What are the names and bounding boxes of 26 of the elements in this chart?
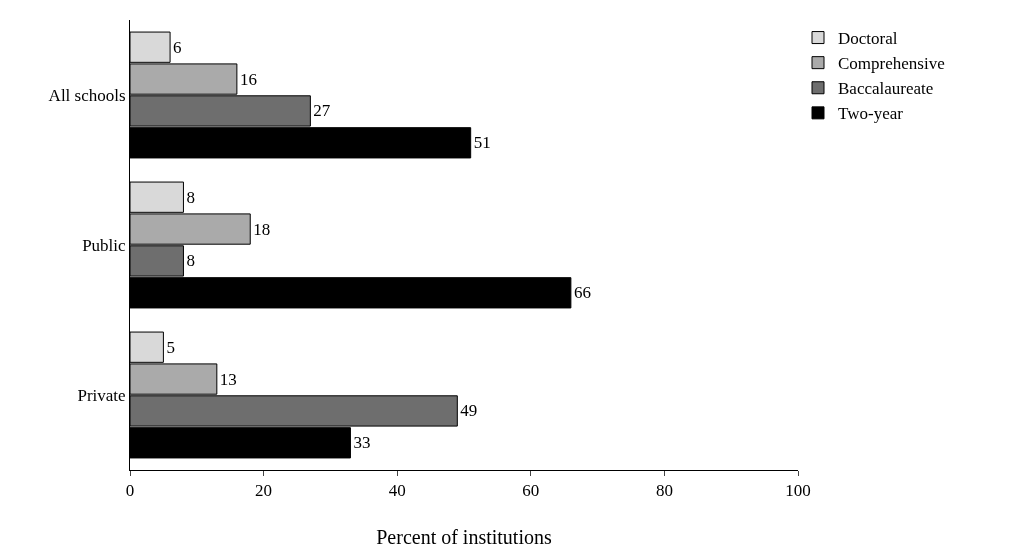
x-tick-label: 0 <box>125 481 135 501</box>
x-axis-title: Percent of institutions <box>376 525 552 548</box>
legend-label: Baccalaureate <box>838 79 934 99</box>
x-tick-label: 80 <box>655 481 673 501</box>
data-label: 8 <box>186 187 195 207</box>
data-label: 8 <box>186 251 195 271</box>
data-label: 51 <box>473 133 491 153</box>
x-tick-label: 100 <box>785 481 811 501</box>
x-tick-label: 60 <box>522 481 540 501</box>
legend-label: Comprehensive <box>838 54 945 74</box>
legend-label: Two-year <box>838 104 904 124</box>
data-label: 6 <box>173 37 182 57</box>
data-label: 18 <box>253 219 271 239</box>
x-tick-label: 20 <box>255 481 273 501</box>
data-label: 13 <box>219 369 237 389</box>
legend-label: Doctoral <box>838 29 898 49</box>
y-tick-label: Private <box>77 385 126 405</box>
data-label: 66 <box>573 283 591 303</box>
y-tick-label: All schools <box>48 85 126 105</box>
y-tick-label: Public <box>82 235 127 255</box>
data-label: 27 <box>313 101 331 121</box>
data-label: 16 <box>239 69 257 89</box>
x-tick-label: 40 <box>388 481 406 501</box>
data-label: 5 <box>166 337 175 357</box>
data-label: 33 <box>353 433 371 453</box>
data-label: 49 <box>460 401 478 421</box>
